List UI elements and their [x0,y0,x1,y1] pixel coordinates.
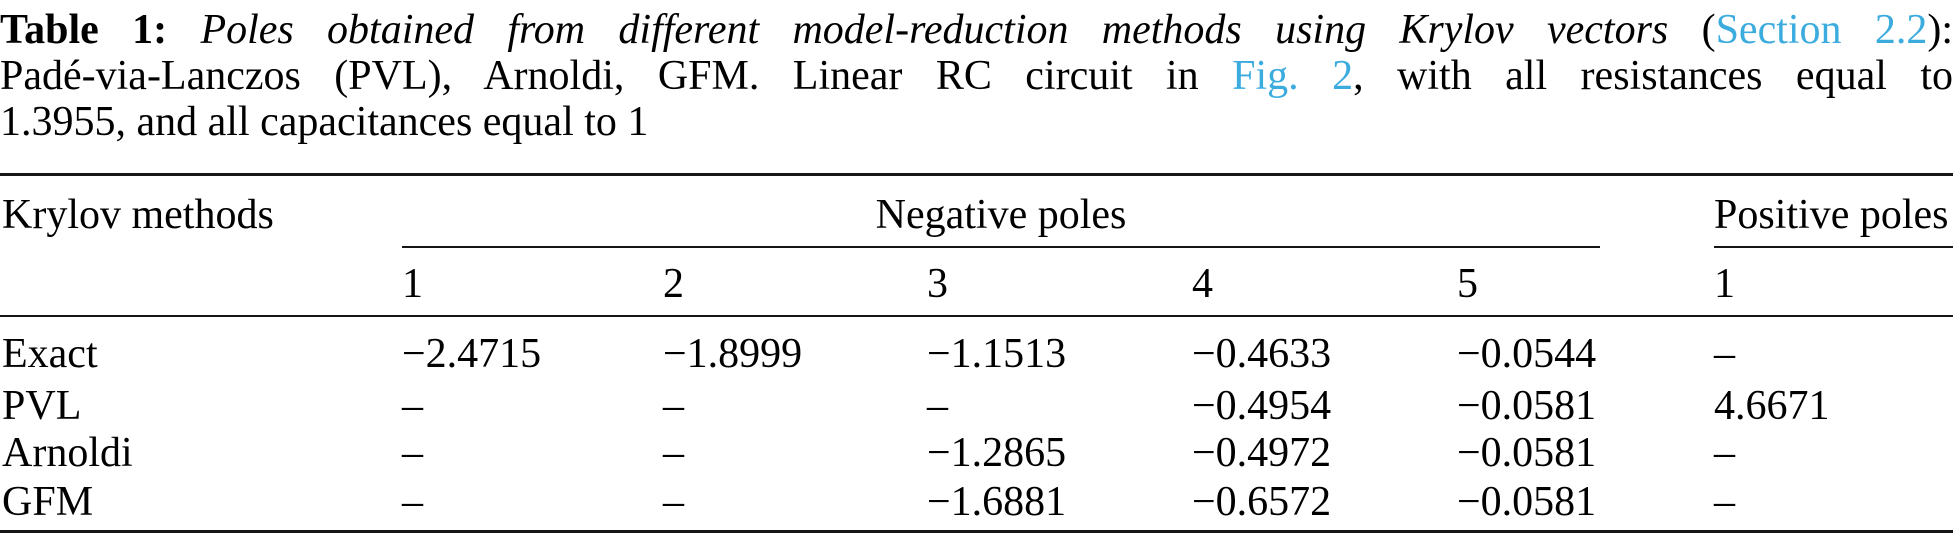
negative-poles-underline-rule [402,246,1600,248]
table-header-rule [0,315,1953,317]
row-exact-neg2: −1.8999 [663,331,803,377]
section-2-2-link[interactable]: Section 2.2 [1715,7,1928,53]
subheader-negative-1: 1 [402,261,423,307]
subheader-negative-5: 5 [1457,261,1478,307]
table-bottom-rule [0,530,1953,533]
row-exact-neg5: −0.0544 [1457,331,1597,377]
table-caption-label: Table 1: [0,7,168,53]
row-gfm-neg4: −0.6572 [1192,479,1332,525]
table-caption-line-1: Table 1: Poles obtained from different m… [0,7,1953,53]
row-exact-method: Exact [2,331,98,377]
subheader-positive-1: 1 [1714,261,1735,307]
row-arnoldi-pos1: – [1714,430,1735,476]
column-group-header-positive-poles: Positive poles [1714,192,1949,238]
row-pvl-neg1: – [402,383,423,429]
row-gfm-method: GFM [2,479,94,525]
row-pvl-method: PVL [2,383,82,429]
row-exact-neg1: −2.4715 [402,331,542,377]
row-pvl-neg4: −0.4954 [1192,383,1332,429]
row-gfm-neg1: – [402,479,423,525]
subheader-negative-2: 2 [663,261,684,307]
caption-after-section-link: ): [1927,7,1953,53]
row-arnoldi-method: Arnoldi [2,430,133,476]
row-exact-neg4: −0.4633 [1192,331,1332,377]
row-gfm-pos1: – [1714,479,1735,525]
row-pvl-neg2: – [663,383,684,429]
row-pvl-neg3: – [927,383,948,429]
row-gfm-neg5: −0.0581 [1457,479,1597,525]
table-caption-italic-title: Poles obtained from different model-redu… [200,7,1702,53]
row-gfm-neg2: – [663,479,684,525]
fig-2-link[interactable]: Fig. 2 [1232,53,1354,99]
row-arnoldi-neg5: −0.0581 [1457,430,1597,476]
row-pvl-pos1: 4.6671 [1714,383,1830,429]
caption-open-paren: ( [1701,7,1716,53]
column-group-header-negative-poles: Negative poles [875,192,1127,238]
table-top-rule [0,173,1953,176]
row-exact-pos1: – [1714,331,1735,377]
row-arnoldi-neg3: −1.2865 [927,430,1067,476]
row-pvl-neg5: −0.0581 [1457,383,1597,429]
row-gfm-neg3: −1.6881 [927,479,1067,525]
subheader-negative-4: 4 [1192,261,1213,307]
column-header-krylov-methods: Krylov methods [2,192,274,238]
caption-line2-text: Padé-via-Lanczos (PVL), Arnoldi, GFM. Li… [0,53,1233,99]
row-arnoldi-neg4: −0.4972 [1192,430,1332,476]
subheader-negative-3: 3 [927,261,948,307]
row-exact-neg3: −1.1513 [927,331,1067,377]
table-caption-line-3: 1.3955, and all capacitances equal to 1 [0,99,649,145]
row-arnoldi-neg1: – [402,430,423,476]
positive-poles-underline-rule [1714,246,1953,248]
caption-after-fig-link: , with all resistances equal to [1353,53,1953,99]
row-arnoldi-neg2: – [663,430,684,476]
table-caption-line-2: Padé-via-Lanczos (PVL), Arnoldi, GFM. Li… [0,53,1953,99]
